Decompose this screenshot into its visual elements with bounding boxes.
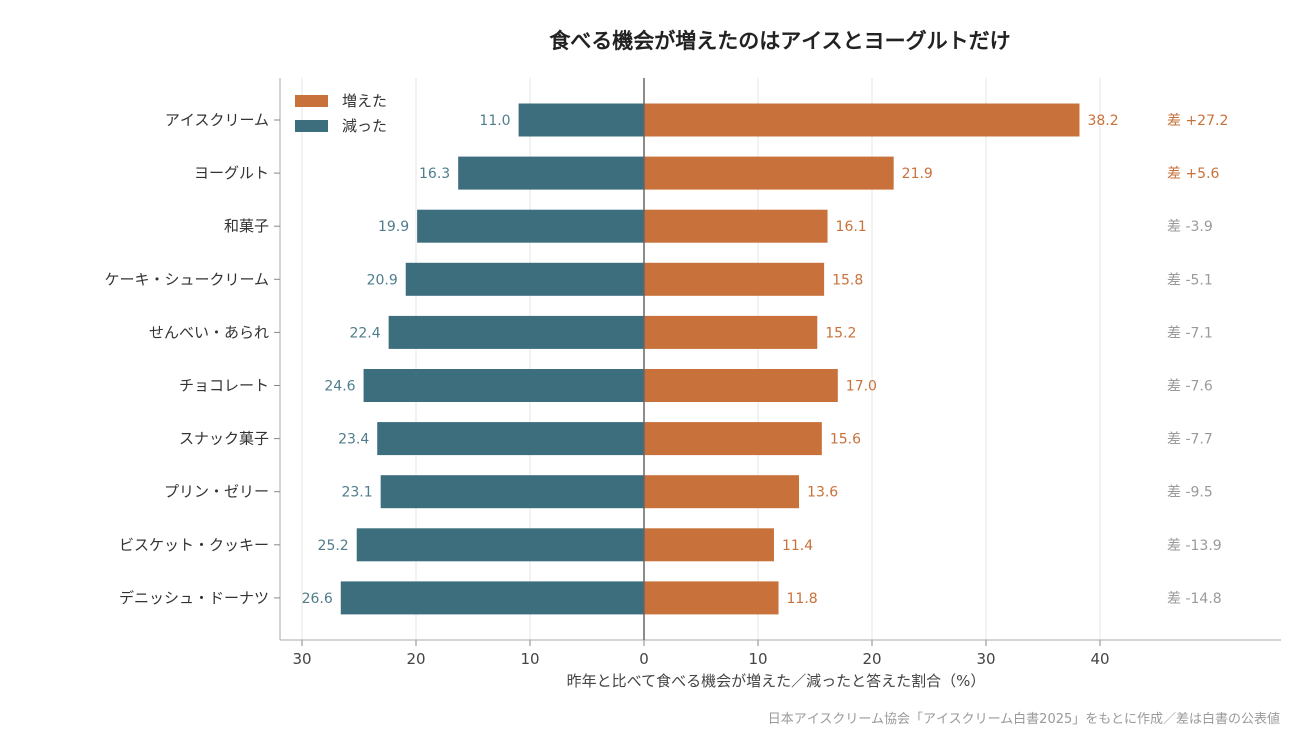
x-tick-label: 10 [520,650,539,668]
legend-swatch [295,120,328,132]
value-label-decreased: 11.0 [479,113,510,129]
bar-decreased [417,209,644,243]
bar-increased [644,475,800,509]
bar-decreased [458,156,644,190]
value-label-decreased: 23.4 [338,432,369,448]
value-label-increased: 17.0 [846,379,877,395]
bars-group [340,103,1080,615]
x-tick-label: 30 [976,650,995,668]
difference-label: 差 -7.7 [1167,432,1213,448]
category-label: チョコレート [179,377,269,395]
value-label-increased: 13.6 [807,485,838,501]
legend-label: 減った [342,117,387,135]
difference-label: 差 -9.5 [1167,485,1213,501]
value-label-increased: 16.1 [836,219,867,235]
x-tick-label: 0 [639,650,649,668]
bar-decreased [380,475,644,509]
value-label-decreased: 20.9 [367,272,398,288]
x-tick-label: 40 [1090,650,1109,668]
bar-increased [644,422,822,456]
difference-label: 差 -5.1 [1167,272,1213,288]
category-label: アイスクリーム [165,111,269,129]
category-label: 和菓子 [224,217,269,235]
chart-title: 食べる機会が増えたのはアイスとヨーグルトだけ [549,29,1010,53]
legend-label: 増えた [342,92,387,110]
axes-group: 30 20 10 0 10 20 30 40 [274,78,1281,668]
bar-decreased [518,103,644,137]
difference-label: 差 +27.2 [1167,113,1228,129]
value-label-decreased: 24.6 [324,379,355,395]
bar-increased [644,315,818,349]
value-label-increased: 11.8 [787,591,818,607]
difference-label: 差 -7.1 [1167,325,1213,341]
value-label-decreased: 25.2 [318,538,349,554]
bar-decreased [388,315,644,349]
labels-group: アイスクリーム 11.0 38.2 差 +27.2 ヨーグルト 16.3 21.9 差 +5.… [104,111,1228,607]
x-tick-label: 20 [862,650,881,668]
bar-increased [644,528,774,562]
x-tick-label: 30 [292,650,311,668]
value-label-increased: 11.4 [782,538,813,554]
bar-decreased [405,262,644,296]
category-label: ケーキ・シュークリーム [104,270,269,288]
bar-decreased [363,369,644,402]
x-tick-label: 10 [748,650,767,668]
value-label-increased: 15.8 [832,272,863,288]
bar-increased [644,262,825,296]
difference-label: 差 -3.9 [1167,219,1213,235]
legend-swatch [295,95,328,107]
bar-increased [644,209,828,243]
category-label: ビスケット・クッキー [119,536,269,554]
x-tick-label: 20 [406,650,425,668]
value-label-increased: 38.2 [1087,113,1118,129]
category-label: せんべい・あられ [149,323,269,341]
bar-decreased [356,528,644,562]
difference-label: 差 -13.9 [1167,538,1222,554]
value-label-decreased: 22.4 [349,325,380,341]
bar-increased [644,369,838,402]
value-label-decreased: 19.9 [378,219,409,235]
value-label-increased: 21.9 [902,166,933,182]
bar-increased [644,156,894,190]
category-label: デニッシュ・ドーナツ [119,589,269,607]
value-label-decreased: 16.3 [419,166,450,182]
value-label-decreased: 23.1 [341,485,372,501]
bar-increased [644,103,1080,137]
value-label-increased: 15.2 [825,325,856,341]
category-label: ヨーグルト [194,164,269,182]
bar-increased [644,581,779,615]
category-label: スナック菓子 [179,430,269,448]
value-label-decreased: 26.6 [302,591,333,607]
difference-label: 差 -14.8 [1167,591,1222,607]
value-label-increased: 15.6 [830,432,861,448]
bar-decreased [377,422,644,456]
bar-decreased [340,581,644,615]
difference-label: 差 +5.6 [1167,166,1220,182]
source-note: 日本アイスクリーム協会「アイスクリーム白書2025」をもとに作成／差は白書の公表… [768,711,1280,727]
x-axis-label: 昨年と比べて食べる機会が増えた／減ったと答えた割合（%） [567,672,986,690]
difference-label: 差 -7.6 [1167,379,1213,395]
category-label: プリン・ゼリー [164,483,269,501]
